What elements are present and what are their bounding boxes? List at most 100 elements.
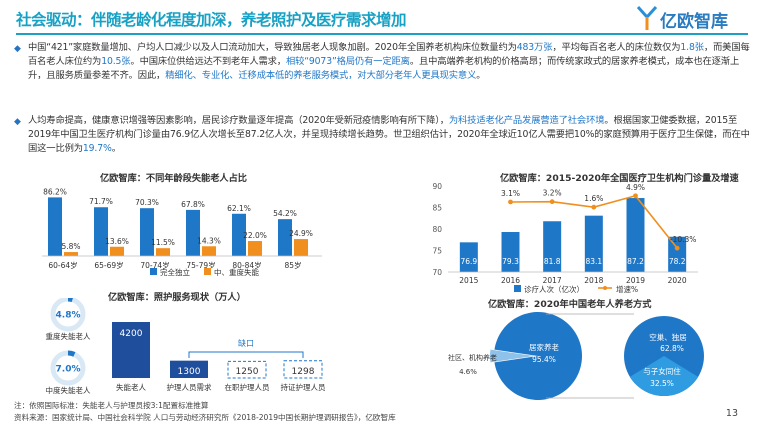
- paragraph-text: 中国“421”家庭数量增加、户均人口减少以及人口流动加大，导致独居老人现象加剧。…: [28, 41, 754, 84]
- highlight-text: 1.8张: [680, 42, 704, 53]
- subpie-label: 与子女同住: [643, 366, 681, 376]
- subpie-label: 32.5%: [650, 379, 674, 388]
- donut-label: 7.0%: [56, 365, 81, 375]
- data-label: 76.9: [460, 257, 477, 266]
- gap-bracket: [188, 351, 304, 358]
- footnote: 注：依照国际标准：失能老人与护理员按3:1配置标准推算: [14, 401, 209, 410]
- data-label: 1300: [178, 367, 201, 377]
- tick-label: 2019: [626, 276, 645, 285]
- body-text: ，平均每百名老人的床位数仅为: [552, 42, 681, 53]
- page-number: 13: [725, 408, 738, 419]
- legend-label: 完全独立: [160, 267, 190, 277]
- body-text: 中国“421”家庭数量增加、户均人口减少以及人口流动加大，导致独居老人现象加剧。…: [28, 42, 517, 53]
- bar-visits: [584, 215, 603, 272]
- subpie-slice-with-children: [629, 356, 699, 396]
- care-bar: [170, 360, 208, 378]
- legend-label: 中、重度失能: [214, 267, 259, 277]
- data-label: 13.6%: [105, 237, 129, 246]
- body-text: 。中国床位供给远达不到老年人需求，: [130, 56, 286, 68]
- growth-point: [633, 193, 638, 199]
- bar-disabled: [202, 246, 216, 256]
- chart-pension-title: 亿欧智库：2020年中国老年人养老方式: [488, 299, 652, 310]
- chart-disability: 86.2% 5.8% 60-64岁 71.7% 13.6% 65-69岁 70.3% 11.5…: [42, 187, 322, 277]
- data-label: 79.3: [502, 257, 519, 266]
- highlight-text: 相较“9073”格局仍有一定距离: [285, 56, 410, 68]
- tick-label: 2015: [459, 276, 478, 285]
- body-text: 。: [111, 143, 121, 155]
- data-label: 71.7%: [89, 197, 113, 206]
- care-bar: [112, 322, 150, 378]
- data-label: 86.2%: [43, 187, 67, 196]
- chart-pension: 居家养老 95.4% 社区、机构养老 4.6% 空巢、独居 62.8% 与子女同住 32.5%: [448, 312, 704, 400]
- bar-independent: [94, 207, 108, 256]
- pie-label: 4.6%: [459, 368, 477, 376]
- chart-care: 4.8% 重度失能老人 7.0% 中度失能老人 4200 失能老人 1300 护理人员需求 12…: [46, 298, 326, 395]
- donut-arc: [50, 350, 86, 386]
- y-tick-label: 75: [432, 247, 442, 256]
- tick-label: 2017: [543, 276, 562, 285]
- pie-label: 95.4%: [532, 355, 556, 364]
- bar-disabled: [110, 246, 124, 256]
- highlight-text: 为科技适老化产品发展营造了社会环境: [448, 115, 605, 126]
- data-label: 3.2%: [543, 189, 562, 198]
- bar-disabled: [294, 239, 308, 256]
- bar-visits: [668, 236, 687, 272]
- tick-label: 2018: [584, 276, 603, 285]
- highlight-text: 精细化、专业化、迁移成本低的养老服务模式，对大部分老年人更具现实意义: [165, 70, 477, 82]
- logo-icon: [636, 5, 658, 30]
- bar-independent: [186, 209, 200, 256]
- y-tick-label: 80: [432, 225, 442, 234]
- growth-point: [549, 199, 555, 205]
- bar-caption: 在职护理人员: [225, 382, 270, 392]
- source-note: 资料来源：国家统计局、中国社会科学院 人口与劳动经济研究所《2018-2019中…: [14, 413, 396, 422]
- legend-swatch: [514, 285, 521, 292]
- bar-visits: [501, 232, 520, 272]
- body-text: ，而美国每百名老人床位约为: [28, 42, 750, 68]
- bar-caption: 失能老人: [116, 382, 146, 392]
- data-label: 67.8%: [181, 200, 205, 209]
- donut-label: 4.8%: [56, 311, 81, 321]
- bar-disabled: [248, 241, 262, 256]
- y-tick-label: 70: [432, 268, 442, 277]
- legend-label: 诊疗人次（亿次）: [524, 284, 584, 294]
- data-label: 1.6%: [584, 194, 603, 203]
- chart-visits: 70 75 80 85 90 76.9 2015 79.3 2016 81.8 2017 83.1 20…: [432, 182, 698, 294]
- paragraph-housing: ◆ 中国“421”家庭数量增加、户均人口减少以及人口流动加大，导致独居老人现象加…: [14, 41, 754, 84]
- tick-label: 80-84岁: [232, 260, 261, 270]
- donut-caption: 重度失能老人: [46, 331, 91, 341]
- pie-slice-community: [490, 349, 534, 363]
- growth-point: [674, 245, 680, 251]
- data-label: 24.9%: [289, 229, 313, 238]
- data-label: 54.2%: [273, 209, 297, 218]
- data-label: 4200: [120, 329, 143, 339]
- data-label: 87.2: [627, 257, 644, 266]
- care-bar: [283, 360, 323, 379]
- donut-arc: [50, 298, 86, 332]
- data-label: 14.3%: [197, 236, 221, 245]
- pie-slice-home: [494, 312, 582, 400]
- body-text: 。: [476, 70, 486, 82]
- data-label: -10.3%: [670, 235, 697, 244]
- bar-caption: 持证护理人员: [281, 382, 326, 392]
- care-bar: [227, 360, 267, 379]
- data-label: 78.2: [669, 257, 686, 266]
- data-label: 3.1%: [501, 189, 520, 198]
- y-tick-label: 85: [432, 204, 442, 213]
- data-label: 5.8%: [61, 242, 80, 251]
- tick-label: 2020: [668, 276, 687, 285]
- chart-visits-title: 亿欧智库：2015-2020年全国医疗卫生机构门诊量及增速: [500, 173, 739, 184]
- chart-disability-title: 亿欧智库：不同年龄段失能老人占比: [100, 173, 247, 184]
- paragraph-text: 人均寿命提高，健康意识增强等因素影响，居民诊疗数量逐年提高（2020年受新冠疫情…: [28, 114, 754, 157]
- subpie-label: 空巢、独居: [649, 332, 687, 342]
- bar-disabled: [156, 248, 170, 256]
- y-tick-label: 90: [432, 182, 442, 191]
- highlight-text: 10.5张: [101, 56, 131, 68]
- donut-caption: 中度失能老人: [46, 385, 91, 395]
- data-label: 1250: [236, 367, 259, 377]
- subpie-label: 62.8%: [660, 344, 684, 353]
- highlight-text: 483万张: [516, 42, 553, 53]
- tick-label: 65-69岁: [94, 260, 123, 270]
- pie-label: 居家养老: [529, 342, 559, 352]
- tick-label: 85岁: [284, 260, 301, 270]
- data-label: 22.0%: [243, 231, 267, 240]
